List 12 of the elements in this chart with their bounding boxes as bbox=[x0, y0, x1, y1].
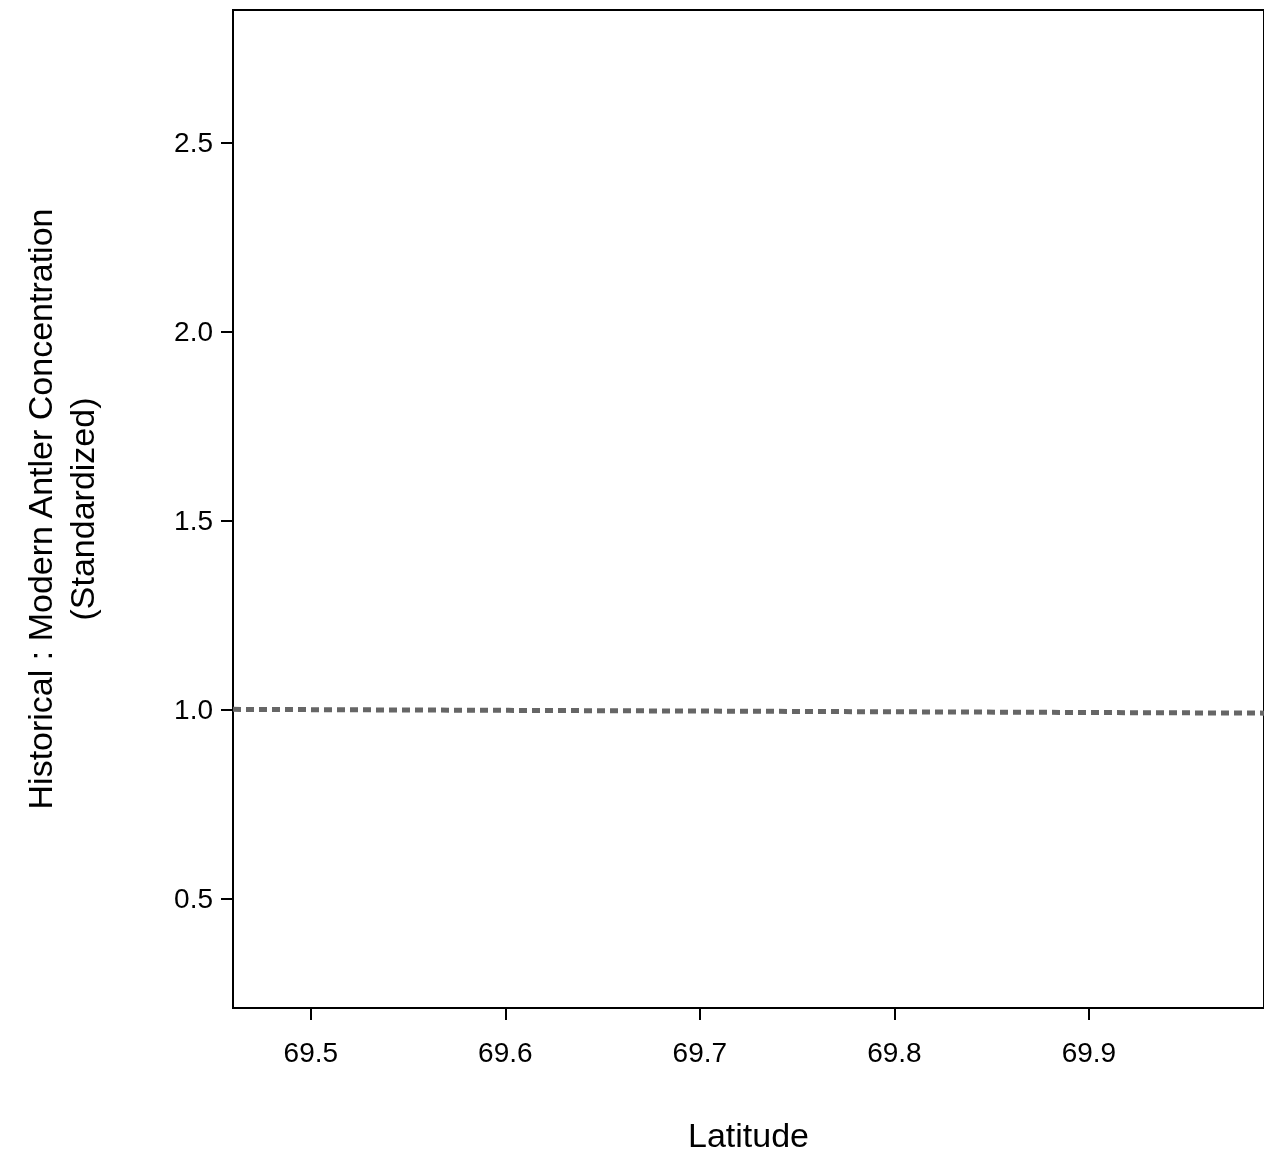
y-tick-label: 2.5 bbox=[174, 126, 213, 158]
x-tick-label: 69.8 bbox=[867, 1036, 922, 1068]
y-tick-label: 1.5 bbox=[174, 504, 213, 536]
x-axis-title: Latitude bbox=[688, 1116, 809, 1154]
x-tick-label: 69.9 bbox=[1061, 1036, 1117, 1068]
x-tick-label: 69.6 bbox=[478, 1036, 533, 1068]
x-tick-label: 69.5 bbox=[283, 1036, 339, 1068]
y-axis-title: Historical : Modern Antler Concentration (Standardized) bbox=[21, 208, 101, 810]
x-tick-label: 69.7 bbox=[672, 1036, 728, 1068]
y-tick-label: 0.5 bbox=[174, 882, 213, 914]
y-tick-label: 2.0 bbox=[174, 315, 213, 347]
y-tick-label: 1.0 bbox=[174, 693, 213, 725]
